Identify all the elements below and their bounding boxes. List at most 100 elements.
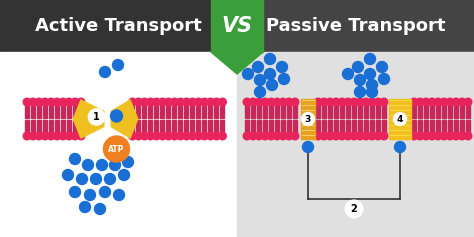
Circle shape xyxy=(159,132,166,140)
Bar xyxy=(424,102,428,118)
Bar xyxy=(364,120,368,136)
Circle shape xyxy=(264,54,275,64)
Bar xyxy=(269,102,273,118)
Bar xyxy=(334,120,338,136)
Bar xyxy=(137,102,140,118)
Bar xyxy=(334,102,338,118)
Bar xyxy=(197,102,201,118)
Circle shape xyxy=(47,132,55,140)
Bar xyxy=(257,120,261,136)
Bar xyxy=(251,102,255,118)
Circle shape xyxy=(350,98,358,106)
Bar xyxy=(173,102,176,118)
Bar xyxy=(287,102,291,118)
Bar xyxy=(55,102,59,118)
Bar xyxy=(61,102,65,118)
Circle shape xyxy=(182,132,190,140)
Circle shape xyxy=(428,98,436,106)
Circle shape xyxy=(63,169,73,181)
Circle shape xyxy=(452,132,460,140)
Circle shape xyxy=(350,132,358,140)
Circle shape xyxy=(452,98,460,106)
Bar xyxy=(55,120,59,136)
Bar xyxy=(430,102,434,118)
Circle shape xyxy=(376,61,388,73)
Circle shape xyxy=(366,87,377,97)
Bar xyxy=(251,120,255,136)
Circle shape xyxy=(65,98,73,106)
Bar xyxy=(376,120,380,136)
Bar xyxy=(202,120,207,136)
Bar xyxy=(67,102,71,118)
Circle shape xyxy=(109,160,120,170)
Circle shape xyxy=(70,187,81,197)
Bar xyxy=(184,120,189,136)
Bar xyxy=(237,52,474,237)
Bar xyxy=(418,120,422,136)
Circle shape xyxy=(59,98,67,106)
Bar xyxy=(263,120,267,136)
Circle shape xyxy=(35,98,43,106)
Circle shape xyxy=(343,68,354,79)
Bar xyxy=(220,120,225,136)
Bar xyxy=(179,102,182,118)
Circle shape xyxy=(118,169,129,181)
Circle shape xyxy=(112,59,124,70)
Bar xyxy=(202,102,207,118)
Circle shape xyxy=(159,98,166,106)
Circle shape xyxy=(135,132,142,140)
Bar xyxy=(220,102,225,118)
Circle shape xyxy=(100,187,110,197)
Circle shape xyxy=(177,98,184,106)
Bar xyxy=(358,102,362,118)
Bar xyxy=(31,102,35,118)
Bar xyxy=(328,120,332,136)
Circle shape xyxy=(434,98,442,106)
Bar xyxy=(454,102,458,118)
Bar xyxy=(257,102,261,118)
Bar xyxy=(370,120,374,136)
Bar xyxy=(412,120,416,136)
Circle shape xyxy=(458,132,466,140)
Bar xyxy=(245,102,249,118)
Bar xyxy=(460,102,464,118)
Bar xyxy=(263,102,267,118)
Circle shape xyxy=(365,68,375,79)
Bar xyxy=(191,102,194,118)
Circle shape xyxy=(153,132,160,140)
Circle shape xyxy=(380,98,388,106)
Circle shape xyxy=(416,132,424,140)
Bar xyxy=(37,120,41,136)
Circle shape xyxy=(255,98,263,106)
Bar xyxy=(436,102,440,118)
Bar xyxy=(346,120,350,136)
Bar xyxy=(211,0,263,52)
Bar xyxy=(340,120,344,136)
Circle shape xyxy=(428,132,436,140)
Bar xyxy=(448,102,452,118)
Circle shape xyxy=(243,132,251,140)
Circle shape xyxy=(29,98,37,106)
Circle shape xyxy=(267,132,275,140)
Circle shape xyxy=(70,154,81,164)
Bar xyxy=(209,120,212,136)
Circle shape xyxy=(77,98,85,106)
Circle shape xyxy=(171,98,178,106)
Circle shape xyxy=(201,98,208,106)
Bar xyxy=(424,120,428,136)
Circle shape xyxy=(201,132,208,140)
Circle shape xyxy=(71,132,79,140)
Circle shape xyxy=(314,98,322,106)
Circle shape xyxy=(464,98,472,106)
Bar xyxy=(322,102,326,118)
Text: 3: 3 xyxy=(305,114,311,123)
Circle shape xyxy=(326,98,334,106)
Circle shape xyxy=(213,132,220,140)
Bar xyxy=(301,99,315,139)
Circle shape xyxy=(446,98,454,106)
Circle shape xyxy=(141,98,148,106)
Bar xyxy=(37,102,41,118)
Bar xyxy=(197,120,201,136)
Bar xyxy=(382,102,386,118)
Bar xyxy=(436,120,440,136)
